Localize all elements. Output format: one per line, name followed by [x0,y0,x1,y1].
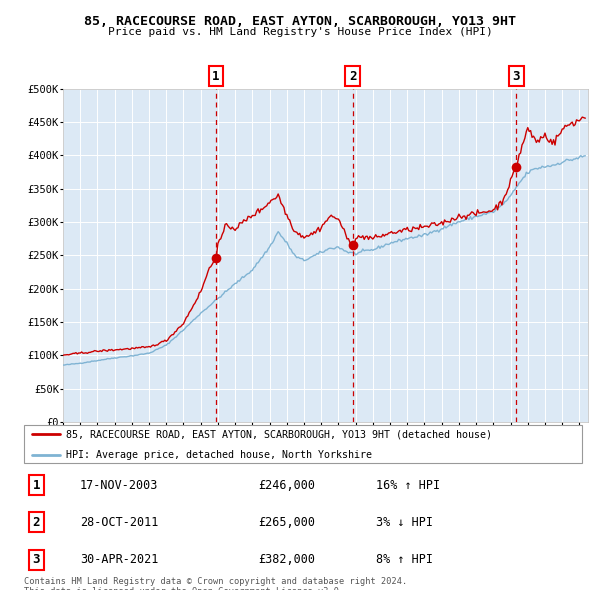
Text: £382,000: £382,000 [259,553,316,566]
Text: £265,000: £265,000 [259,516,316,529]
Text: 16% ↑ HPI: 16% ↑ HPI [376,478,440,492]
Text: 3: 3 [32,553,40,566]
Text: 28-OCT-2011: 28-OCT-2011 [80,516,158,529]
Text: 2: 2 [32,516,40,529]
Text: Contains HM Land Registry data © Crown copyright and database right 2024.
This d: Contains HM Land Registry data © Crown c… [24,577,407,590]
Text: 85, RACECOURSE ROAD, EAST AYTON, SCARBOROUGH, YO13 9HT (detached house): 85, RACECOURSE ROAD, EAST AYTON, SCARBOR… [66,430,492,440]
FancyBboxPatch shape [24,425,582,463]
Text: 30-APR-2021: 30-APR-2021 [80,553,158,566]
Text: 17-NOV-2003: 17-NOV-2003 [80,478,158,492]
Text: HPI: Average price, detached house, North Yorkshire: HPI: Average price, detached house, Nort… [66,450,372,460]
Text: 85, RACECOURSE ROAD, EAST AYTON, SCARBOROUGH, YO13 9HT: 85, RACECOURSE ROAD, EAST AYTON, SCARBOR… [84,15,516,28]
Text: 3% ↓ HPI: 3% ↓ HPI [376,516,433,529]
Text: 8% ↑ HPI: 8% ↑ HPI [376,553,433,566]
Text: 1: 1 [32,478,40,492]
Text: 2: 2 [349,70,356,83]
Text: £246,000: £246,000 [259,478,316,492]
Text: 1: 1 [212,70,220,83]
Text: 3: 3 [512,70,520,83]
Text: Price paid vs. HM Land Registry's House Price Index (HPI): Price paid vs. HM Land Registry's House … [107,27,493,37]
